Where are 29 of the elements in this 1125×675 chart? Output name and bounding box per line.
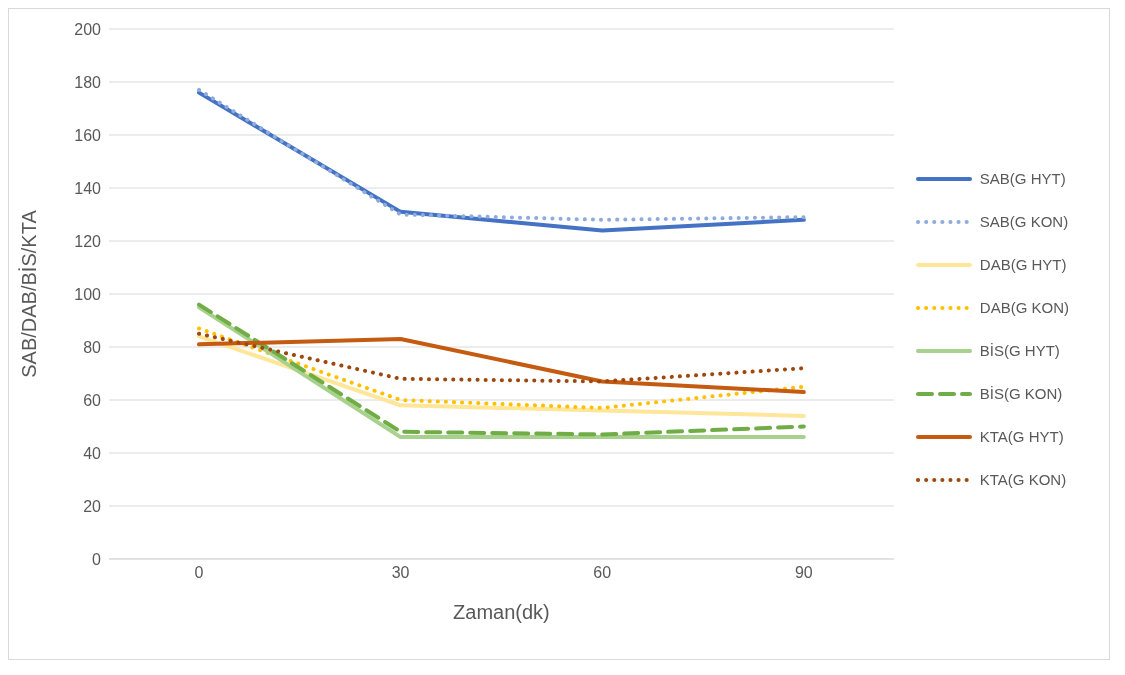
y-tick-label: 120 [74,232,102,250]
y-tick-label: 180 [74,73,102,91]
y-tick-label: 0 [92,550,102,568]
legend-label: DAB(G HYT) [979,256,1067,273]
line-series [197,331,806,384]
y-tick-label: 20 [83,497,102,515]
legend-label: DAB(G KON) [979,299,1069,316]
x-tick-label: 0 [194,564,204,582]
legend-label: BİS(G KON) [979,385,1063,402]
y-tick-label: 160 [74,126,102,144]
y-axis-title: SAB/DAB/BİS/KTA [18,209,41,378]
x-tick-label: 90 [794,564,813,582]
legend-label: KTA(G HYT) [979,428,1064,445]
y-tick-label: 200 [74,20,102,38]
line-series [197,326,806,410]
legend-label: KTA(G KON) [979,471,1067,488]
x-axis-title: Zaman(dk) [453,601,550,623]
x-tick-label: 30 [391,564,410,582]
x-tick-label: 60 [593,564,612,582]
y-tick-label: 140 [74,179,102,197]
line-series [197,337,806,395]
y-tick-label: 100 [74,285,102,303]
y-tick-label: 40 [83,444,102,462]
legend-label: BİS(G HYT) [979,342,1060,359]
y-tick-label: 60 [83,391,102,409]
y-tick-label: 80 [83,338,102,356]
legend-label: SAB(G HYT) [979,170,1066,187]
legend-label: SAB(G KON) [979,213,1069,230]
line-series [197,334,806,418]
